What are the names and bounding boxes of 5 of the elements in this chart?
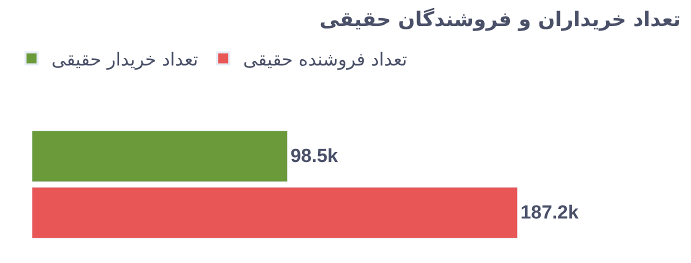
chart-title: تعداد خریداران و فروشندگان حقیقی [319, 6, 681, 31]
legend-label: تعداد فروشنده حقیقی [243, 49, 408, 70]
data-label: 98.5k [290, 146, 338, 167]
data-label: 187.2k [520, 202, 579, 224]
legend-label: تعداد خریدار حقیقی [52, 49, 198, 70]
